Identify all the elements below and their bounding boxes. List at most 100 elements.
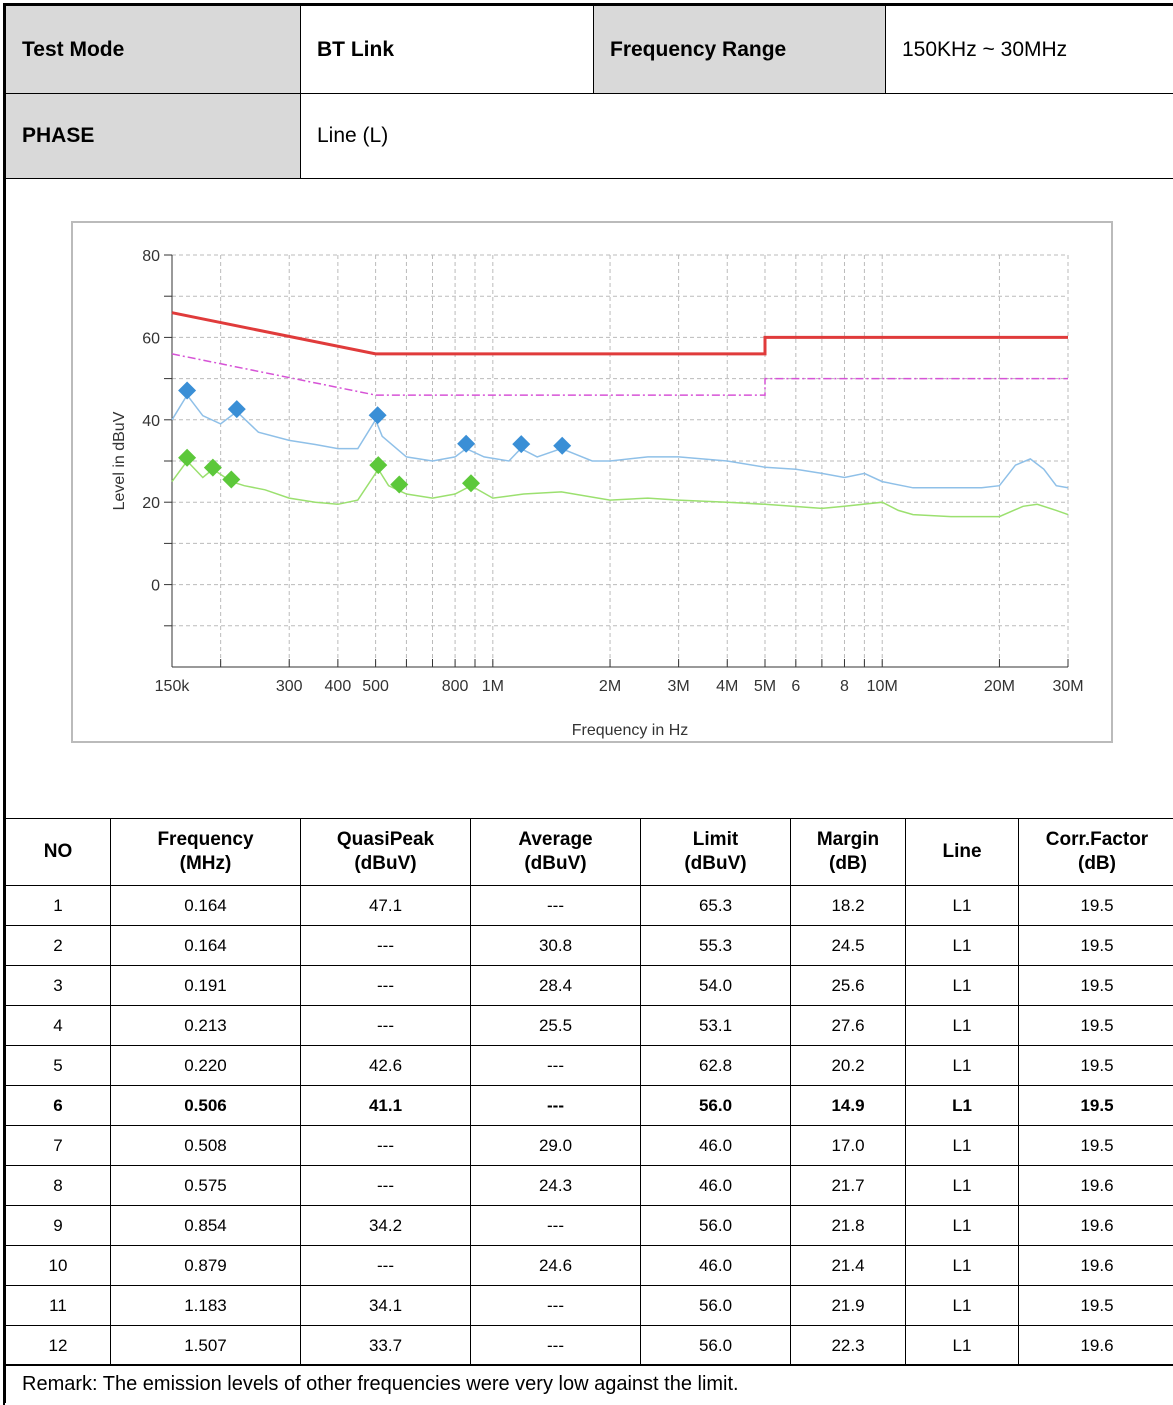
table-cell: 54.0 bbox=[640, 965, 791, 1006]
table-cell: 62.8 bbox=[640, 1045, 791, 1086]
y-tick-label: 20 bbox=[142, 495, 160, 512]
table-cell: L1 bbox=[905, 1205, 1019, 1246]
table-cell: 65.3 bbox=[640, 885, 791, 926]
table-cell: 0.164 bbox=[110, 925, 301, 966]
table-cell: 19.5 bbox=[1018, 885, 1173, 926]
header-line: Line bbox=[942, 841, 982, 862]
table-cell: 0.213 bbox=[110, 1005, 301, 1046]
table-cell: L1 bbox=[905, 1325, 1019, 1366]
x-tick-label: 8 bbox=[840, 678, 849, 695]
table-cell: 42.6 bbox=[300, 1045, 471, 1086]
marker bbox=[227, 400, 246, 419]
table-cell: L1 bbox=[905, 1245, 1019, 1286]
table-cell: 25.6 bbox=[790, 965, 906, 1006]
header-line: Average bbox=[518, 829, 593, 850]
table-cell: 0.220 bbox=[110, 1045, 301, 1086]
table-cell: 0.191 bbox=[110, 965, 301, 1006]
table-cell: 55.3 bbox=[640, 925, 791, 966]
table-cell: --- bbox=[470, 1085, 641, 1126]
table-cell: --- bbox=[300, 1165, 471, 1206]
table-cell: 46.0 bbox=[640, 1125, 791, 1166]
table-cell: --- bbox=[300, 925, 471, 966]
table-cell: 21.9 bbox=[790, 1285, 906, 1326]
table-cell: 18.2 bbox=[790, 885, 906, 926]
table-cell: --- bbox=[300, 1005, 471, 1046]
x-tick-label: 6 bbox=[791, 678, 800, 695]
table-cell: 9 bbox=[5, 1205, 111, 1246]
table-cell: 0.508 bbox=[110, 1125, 301, 1166]
header-line: (dB) bbox=[829, 853, 867, 874]
chart: Frequency in Hz Level in dBuV 80 60 40 20 0 1… bbox=[71, 221, 1113, 743]
table-cell: L1 bbox=[905, 1005, 1019, 1046]
trace bbox=[171, 459, 1069, 518]
table-cell: 56.0 bbox=[640, 1325, 791, 1366]
table-cell: 5 bbox=[5, 1045, 111, 1086]
table-cell: 24.6 bbox=[470, 1245, 641, 1286]
table-cell: 0.879 bbox=[110, 1245, 301, 1286]
table-cell: 19.5 bbox=[1018, 1285, 1173, 1326]
table-cell: 0.506 bbox=[110, 1085, 301, 1126]
table-cell: 28.4 bbox=[470, 965, 641, 1006]
marker bbox=[512, 435, 531, 454]
x-tick-label: 800 bbox=[442, 678, 469, 695]
table-cell: 53.1 bbox=[640, 1005, 791, 1046]
table-cell: 33.7 bbox=[300, 1325, 471, 1366]
header-line: Margin bbox=[816, 829, 880, 850]
table-cell: 0.854 bbox=[110, 1205, 301, 1246]
table-cell: 0.164 bbox=[110, 885, 301, 926]
table-cell: 34.2 bbox=[300, 1205, 471, 1246]
table-cell: 4 bbox=[5, 1005, 111, 1046]
x-tick-label: 500 bbox=[362, 678, 389, 695]
table-cell: 0.575 bbox=[110, 1165, 301, 1206]
table-cell: 21.7 bbox=[790, 1165, 906, 1206]
x-tick-label: 5M bbox=[754, 678, 776, 695]
x-tick-label: 400 bbox=[325, 678, 352, 695]
table-cell: 29.0 bbox=[470, 1125, 641, 1166]
value: 150KHz ~ 30MHz bbox=[885, 5, 1173, 94]
remark: Remark: The emission levels of other fre… bbox=[5, 1364, 1173, 1403]
column-header: Average (dBuV) bbox=[470, 818, 641, 886]
table-cell: 34.1 bbox=[300, 1285, 471, 1326]
column-header: Frequency (MHz) bbox=[110, 818, 301, 886]
table-cell: --- bbox=[470, 1325, 641, 1366]
table-cell: 2 bbox=[5, 925, 111, 966]
table-cell: 19.5 bbox=[1018, 1085, 1173, 1126]
table-cell: 19.6 bbox=[1018, 1245, 1173, 1286]
trace bbox=[171, 353, 1068, 396]
table-cell: 24.5 bbox=[790, 925, 906, 966]
header-line: NO bbox=[43, 841, 73, 862]
y-tick-label: 40 bbox=[142, 413, 160, 430]
table-cell: 17.0 bbox=[790, 1125, 906, 1166]
chart-frame bbox=[71, 221, 1113, 743]
frame bbox=[3, 3, 1173, 1405]
column-header: Margin (dB) bbox=[790, 818, 906, 886]
column-header: NO bbox=[5, 818, 111, 886]
table-cell: 21.4 bbox=[790, 1245, 906, 1286]
header-line: Limit bbox=[692, 829, 739, 850]
x-tick-label: 4M bbox=[716, 678, 738, 695]
header-line: (MHz) bbox=[179, 853, 232, 874]
table-cell: --- bbox=[300, 965, 471, 1006]
table-cell: 56.0 bbox=[640, 1085, 791, 1126]
table-cell: 19.6 bbox=[1018, 1205, 1173, 1246]
marker bbox=[462, 474, 481, 493]
table-cell: L1 bbox=[905, 965, 1019, 1006]
header-line: (dB) bbox=[1078, 853, 1116, 874]
x-tick-label: 150k bbox=[155, 678, 191, 695]
table-cell: 14.9 bbox=[790, 1085, 906, 1126]
table-cell: 19.5 bbox=[1018, 1005, 1173, 1046]
table-cell: 8 bbox=[5, 1165, 111, 1206]
table-cell: 19.5 bbox=[1018, 1125, 1173, 1166]
table-cell: 7 bbox=[5, 1125, 111, 1166]
x-tick-label: 3M bbox=[667, 678, 689, 695]
header-line: (dBuV) bbox=[684, 853, 747, 874]
marker bbox=[178, 448, 197, 467]
marker bbox=[390, 475, 409, 494]
table-cell: --- bbox=[470, 1285, 641, 1326]
table-cell: 6 bbox=[5, 1085, 111, 1126]
table-cell: 21.8 bbox=[790, 1205, 906, 1246]
table-cell: 19.6 bbox=[1018, 1325, 1173, 1366]
header-line: (dBuV) bbox=[354, 853, 417, 874]
marker bbox=[369, 456, 388, 475]
table-cell: L1 bbox=[905, 1165, 1019, 1206]
